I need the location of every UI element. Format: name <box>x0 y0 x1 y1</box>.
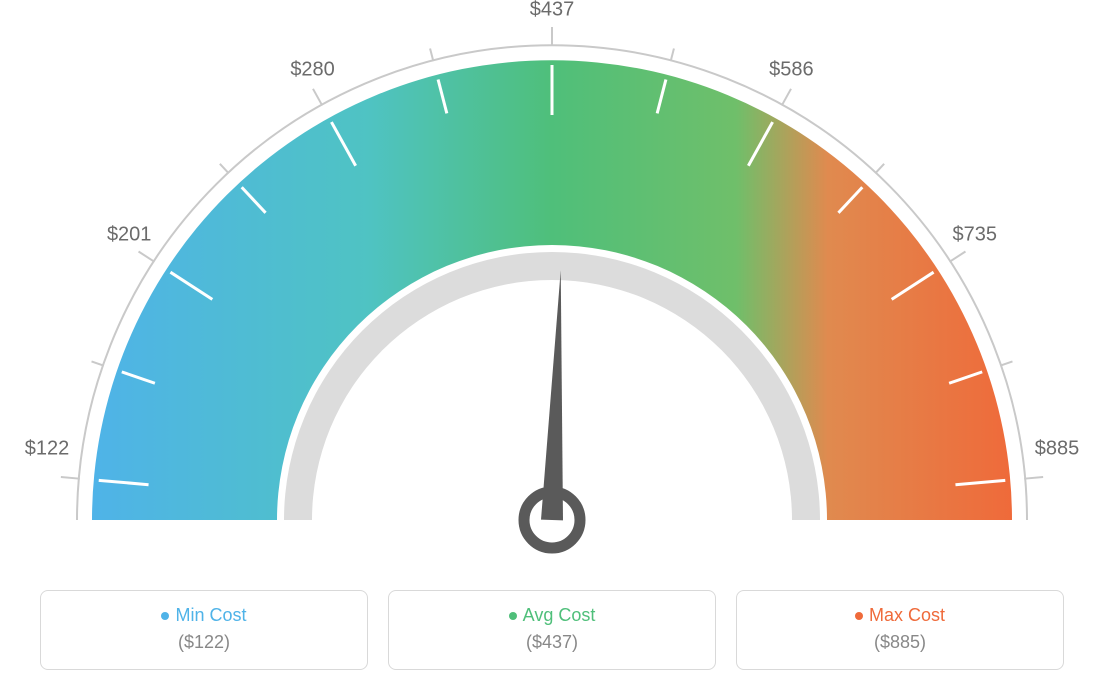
legend-min-value: ($122) <box>41 632 367 653</box>
gauge-tick-label: $586 <box>769 58 814 81</box>
gauge-tick-label: $280 <box>290 58 335 81</box>
legend-min-dot <box>161 612 169 620</box>
gauge-tick-label: $885 <box>1035 438 1080 461</box>
gauge-tick-label: $201 <box>107 223 152 246</box>
gauge-tick-label: $122 <box>25 438 70 461</box>
legend-min-box: Min Cost ($122) <box>40 590 368 670</box>
gauge-chart-container: $122 $201 $280 $437 $586 $735 $885 Min Cost ($… <box>0 0 1104 690</box>
legend-avg-value: ($437) <box>389 632 715 653</box>
legend-max-text: Max Cost <box>869 605 945 625</box>
legend-min-label: Min Cost <box>41 605 367 626</box>
gauge-svg <box>0 0 1104 560</box>
gauge-area: $122 $201 $280 $437 $586 $735 $885 <box>0 0 1104 560</box>
legend-avg-dot <box>509 612 517 620</box>
legend-avg-label: Avg Cost <box>389 605 715 626</box>
legend-max-box: Max Cost ($885) <box>736 590 1064 670</box>
legend-max-dot <box>855 612 863 620</box>
gauge-tick-label: $437 <box>530 0 575 22</box>
legend-min-text: Min Cost <box>175 605 246 625</box>
legend-row: Min Cost ($122) Avg Cost ($437) Max Cost… <box>40 590 1064 670</box>
legend-avg-text: Avg Cost <box>523 605 596 625</box>
legend-max-value: ($885) <box>737 632 1063 653</box>
gauge-tick-label: $735 <box>953 223 998 246</box>
legend-avg-box: Avg Cost ($437) <box>388 590 716 670</box>
legend-max-label: Max Cost <box>737 605 1063 626</box>
